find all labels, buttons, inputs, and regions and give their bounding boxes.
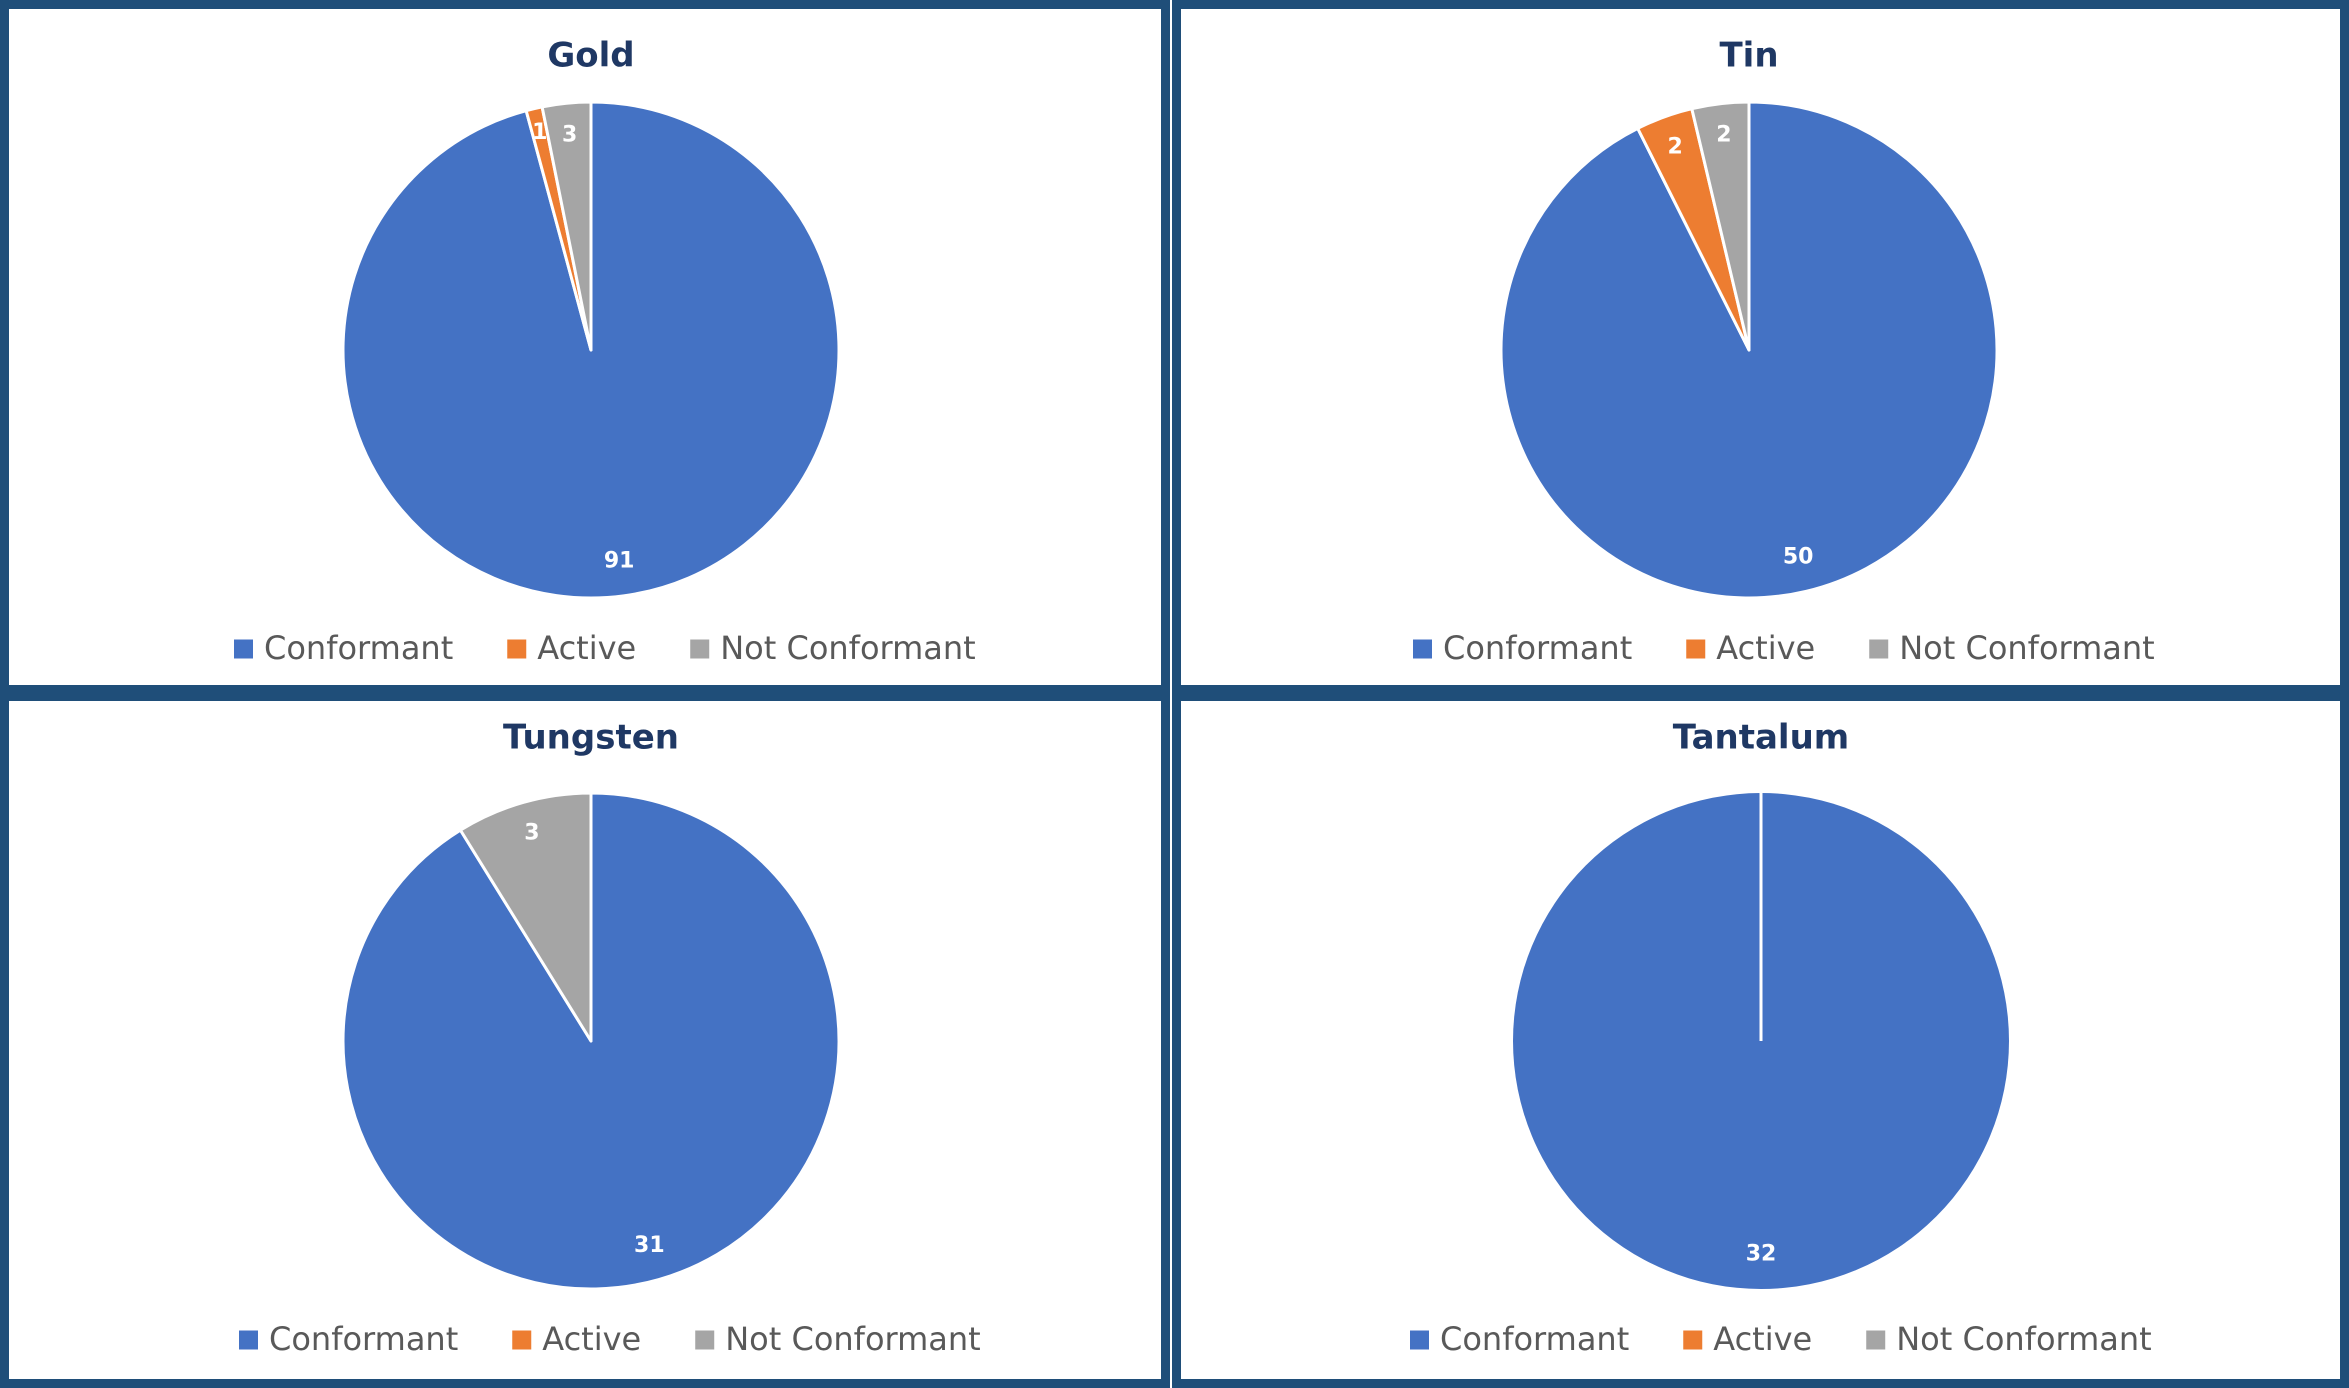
legend-swatch-tungsten-not-conformant [695,1330,715,1350]
legend-item-tantalum-active: Active [1683,1320,1812,1358]
pie-chart-tin: Tin 50 2 2 Conformant Active Not Conformant [1413,36,2155,667]
pie-slice-tin-conformant [1499,100,1999,600]
data-label-gold-conformant: 91 [604,548,635,573]
pie-slice-gold-not-conformant [540,100,593,352]
legend-item-tantalum-conformant: Conformant [1410,1320,1629,1358]
chart-title-tantalum: Tantalum [1673,718,1849,758]
pie-slice-tungsten-not-conformant [458,791,593,1043]
legend-item-tantalum-not-conformant: Not Conformant [1866,1320,2152,1358]
legend-item-tungsten-conformant: Conformant [239,1320,458,1358]
legend-swatch-gold-conformant [234,639,253,659]
legend-item-gold-conformant: Conformant [234,629,453,667]
legend-item-gold-active: Active [507,629,636,667]
legend-label-tungsten-active: Active [542,1320,641,1358]
data-label-tungsten-not-conformant: 3 [524,820,539,845]
data-label-tin-conformant: 50 [1783,545,1814,570]
data-label-gold-not-conformant: 3 [562,122,577,147]
legend-label-gold-active: Active [537,629,636,667]
legend-swatch-tungsten-conformant [239,1330,258,1350]
legend-label-gold-not-conformant: Not Conformant [720,629,975,667]
data-label-tin-not-conformant: 2 [1716,123,1731,148]
pie-chart-gold: Gold 91 1 3 Conformant Active Not Conformant [234,36,976,667]
legend-item-gold-not-conformant: Not Conformant [690,629,976,667]
legend-label-gold-conformant: Conformant [264,629,453,667]
pie-slice-tin-not-conformant [1690,100,1751,352]
data-label-tungsten-conformant: 31 [634,1233,665,1258]
legend-item-tungsten-active: Active [512,1320,641,1358]
pie-chart-tungsten: Tungsten 31 3 Conformant Active Not Conforman… [239,718,981,1358]
legend-swatch-tin-active [1686,639,1706,659]
legend-item-tin-conformant: Conformant [1413,629,1632,667]
chart-panel-gold: Gold 91 1 3 Conformant Active Not Conformant [0,0,1170,694]
legend-label-tungsten-conformant: Conformant [269,1320,458,1358]
legend-swatch-tin-not-conformant [1869,639,1889,659]
chart-panel-tin: Tin 50 2 2 Conformant Active Not Conformant [1172,0,2349,694]
legend-label-tin-not-conformant: Not Conformant [1899,629,2154,667]
legend-swatch-gold-not-conformant [690,639,710,659]
legend-label-tin-conformant: Conformant [1443,629,1632,667]
legend-label-tungsten-not-conformant: Not Conformant [725,1320,980,1358]
chart-title-tin: Tin [1719,36,1778,76]
legend-label-tantalum-not-conformant: Not Conformant [1896,1320,2151,1358]
legend-item-tungsten-not-conformant: Not Conformant [695,1320,981,1358]
data-label-tin-active: 2 [1668,134,1683,159]
data-label-tantalum-conformant: 32 [1746,1241,1777,1266]
legend-swatch-tungsten-active [512,1330,532,1350]
legend-label-tin-active: Active [1716,629,1815,667]
legend-item-tin-not-conformant: Not Conformant [1869,629,2155,667]
chart-title-gold: Gold [547,36,634,76]
legend-swatch-tantalum-not-conformant [1866,1330,1886,1350]
legend-item-tin-active: Active [1686,629,1815,667]
chart-title-tungsten: Tungsten [503,718,679,758]
pie-chart-tantalum: Tantalum 32 Conformant Active Not Conformant [1410,718,2152,1358]
chart-panel-tantalum: Tantalum 32 Conformant Active Not Conformant [1172,692,2349,1388]
data-label-gold-active: 1 [532,120,547,145]
legend-swatch-tin-conformant [1413,639,1432,659]
legend-swatch-gold-active [507,639,527,659]
legend-swatch-tantalum-active [1683,1330,1703,1350]
chart-panel-tungsten: Tungsten 31 3 Conformant Active Not Conforman… [0,692,1170,1388]
legend-label-tantalum-active: Active [1713,1320,1812,1358]
legend-swatch-tantalum-conformant [1410,1330,1429,1350]
legend-label-tantalum-conformant: Conformant [1440,1320,1629,1358]
